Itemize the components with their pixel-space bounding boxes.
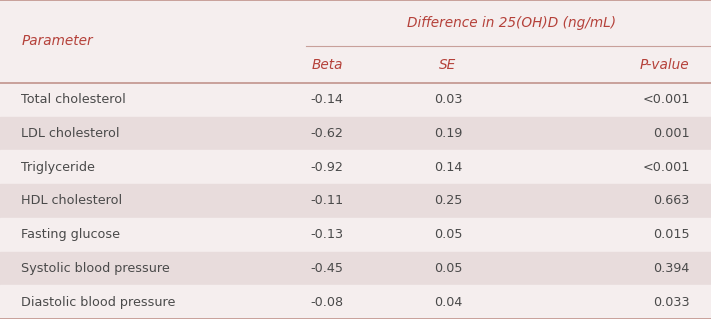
Text: Beta: Beta bbox=[311, 58, 343, 71]
Text: Parameter: Parameter bbox=[21, 34, 93, 48]
Text: -0.14: -0.14 bbox=[311, 93, 343, 106]
Text: Systolic blood pressure: Systolic blood pressure bbox=[21, 262, 170, 275]
Text: 0.25: 0.25 bbox=[434, 195, 462, 207]
Bar bbox=[0, 150, 711, 184]
Bar bbox=[0, 83, 711, 117]
Bar bbox=[0, 252, 711, 285]
Bar bbox=[0, 218, 711, 252]
Text: Difference in 25(OH)D (ng/mL): Difference in 25(OH)D (ng/mL) bbox=[407, 16, 616, 30]
Text: Diastolic blood pressure: Diastolic blood pressure bbox=[21, 296, 176, 309]
Text: 0.663: 0.663 bbox=[653, 195, 690, 207]
Text: 0.394: 0.394 bbox=[653, 262, 690, 275]
Text: 0.015: 0.015 bbox=[653, 228, 690, 241]
Text: <0.001: <0.001 bbox=[642, 93, 690, 106]
Text: 0.03: 0.03 bbox=[434, 93, 462, 106]
Text: <0.001: <0.001 bbox=[642, 161, 690, 174]
Text: 0.001: 0.001 bbox=[653, 127, 690, 140]
Text: P-value: P-value bbox=[640, 58, 690, 71]
Text: HDL cholesterol: HDL cholesterol bbox=[21, 195, 122, 207]
Text: -0.11: -0.11 bbox=[311, 195, 343, 207]
Text: -0.45: -0.45 bbox=[311, 262, 343, 275]
Text: -0.92: -0.92 bbox=[311, 161, 343, 174]
Text: 0.05: 0.05 bbox=[434, 228, 462, 241]
Bar bbox=[0, 285, 711, 319]
Text: LDL cholesterol: LDL cholesterol bbox=[21, 127, 120, 140]
Text: -0.13: -0.13 bbox=[311, 228, 343, 241]
Text: 0.04: 0.04 bbox=[434, 296, 462, 309]
Text: 0.19: 0.19 bbox=[434, 127, 462, 140]
Text: Total cholesterol: Total cholesterol bbox=[21, 93, 126, 106]
Text: Triglyceride: Triglyceride bbox=[21, 161, 95, 174]
Bar bbox=[0, 184, 711, 218]
Text: SE: SE bbox=[439, 58, 456, 71]
Text: -0.08: -0.08 bbox=[311, 296, 343, 309]
Bar bbox=[0, 117, 711, 150]
Text: 0.05: 0.05 bbox=[434, 262, 462, 275]
Text: 0.14: 0.14 bbox=[434, 161, 462, 174]
Text: -0.62: -0.62 bbox=[311, 127, 343, 140]
Text: Fasting glucose: Fasting glucose bbox=[21, 228, 120, 241]
Text: 0.033: 0.033 bbox=[653, 296, 690, 309]
